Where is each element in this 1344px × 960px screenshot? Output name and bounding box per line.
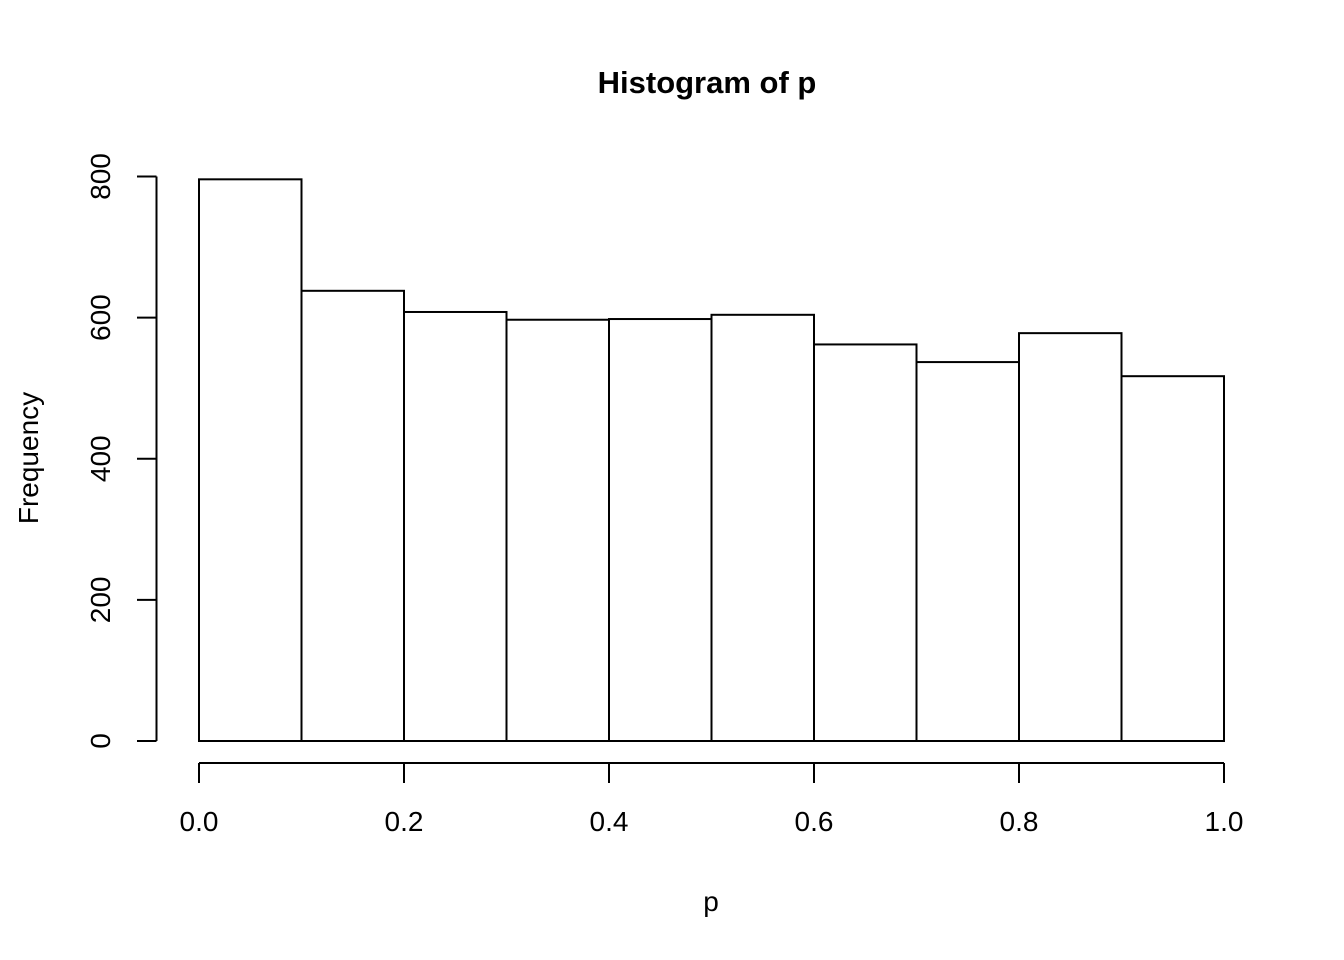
- chart-title: Histogram of p: [598, 65, 817, 100]
- histogram-bar: [1120, 375, 1225, 742]
- histogram-bar: [813, 343, 918, 742]
- tick-labels: 0 200 400 600 800 0.0 0.2 0.4 0.6 0.8 1.0: [85, 153, 1243, 837]
- x-tick-label: 0.0: [180, 806, 219, 837]
- y-tick-label: 0: [85, 733, 116, 749]
- histogram-bar: [608, 318, 713, 742]
- x-tick-label: 0.8: [1000, 806, 1039, 837]
- histogram-bars: [198, 178, 1225, 742]
- x-tick-label: 1.0: [1205, 806, 1244, 837]
- x-tick-label: 0.2: [385, 806, 424, 837]
- histogram-bar: [403, 310, 508, 742]
- y-tick-label: 800: [85, 153, 116, 200]
- y-tick-label: 600: [85, 294, 116, 341]
- axes: [137, 175, 1225, 783]
- histogram-bar: [505, 318, 610, 742]
- histogram-bar: [1018, 332, 1123, 742]
- y-tick-label: 200: [85, 577, 116, 624]
- histogram-bar: [710, 313, 815, 742]
- histogram-bar: [198, 178, 303, 742]
- y-axis-label: Frequency: [13, 392, 44, 524]
- y-tick-label: 400: [85, 435, 116, 482]
- x-tick-label: 0.4: [590, 806, 629, 837]
- histogram-bar: [300, 289, 405, 742]
- x-tick-label: 0.6: [795, 806, 834, 837]
- x-axis-label: p: [703, 886, 719, 917]
- histogram-bar: [915, 361, 1020, 742]
